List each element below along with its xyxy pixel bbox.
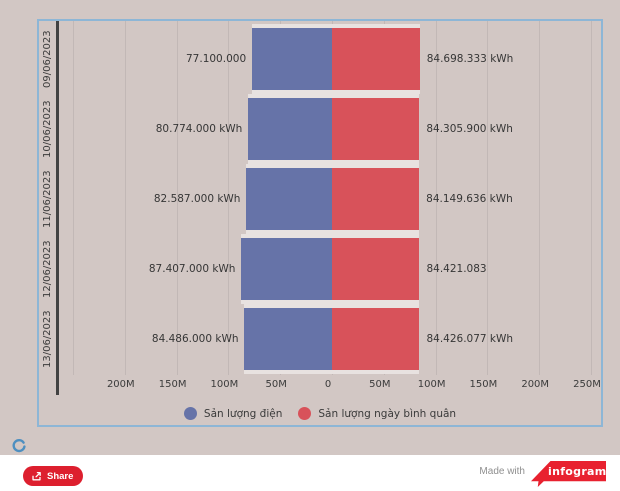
infogram-logo[interactable]: infogram	[531, 461, 606, 487]
bar-san-luong-ngay-binh-quan[interactable]	[332, 164, 420, 234]
share-icon	[32, 471, 41, 480]
legend: Sản lượng điện Sản lượng ngày bình quân	[39, 405, 601, 422]
legend-item[interactable]: Sản lượng điện	[183, 407, 283, 420]
plot-area: 09/06/2023 77.100.000 84.698.333 kWh 10/06/…	[39, 21, 601, 425]
refresh-icon[interactable]	[11, 438, 27, 454]
bar-value-label-right: 84.305.900 kWh	[426, 123, 513, 135]
legend-label: Sản lượng ngày bình quân	[318, 407, 457, 420]
infogram-logo-text: infogram	[548, 465, 607, 478]
gridline	[539, 21, 541, 375]
gridline	[176, 21, 178, 375]
gridline	[73, 21, 74, 375]
category-label: 12/06/2023	[42, 240, 53, 298]
bar-san-luong-ngay-binh-quan[interactable]	[332, 24, 420, 94]
share-button[interactable]: Share	[23, 466, 84, 486]
axis-tick-label: 150M	[469, 379, 498, 390]
bar-san-luong-dien[interactable]	[248, 94, 332, 164]
legend-label: Sản lượng điện	[203, 407, 283, 420]
category-label: 13/06/2023	[42, 310, 53, 368]
axis-tick-label: 200M	[106, 379, 135, 390]
chart-frame: 09/06/2023 77.100.000 84.698.333 kWh 10/06/…	[37, 19, 603, 427]
category-label: 10/06/2023	[42, 100, 53, 158]
bar-value-label-right: 84.426.077 kWh	[426, 333, 514, 345]
chart-row: 09/06/2023 77.100.000 84.698.333 kWh	[39, 24, 601, 94]
bar-value-label-right: 84.149.636 kWh	[426, 193, 513, 205]
legend-item[interactable]: Sản lượng ngày bình quân	[298, 407, 456, 420]
bar-san-luong-dien[interactable]	[244, 304, 332, 374]
axis-tick-label: 0	[324, 379, 332, 390]
chart-row: 10/06/2023 80.774.000 kWh 84.305.900 kWh	[39, 94, 601, 164]
footer-bar: Share Made with infogram	[0, 455, 620, 491]
axis-tick-label: 150M	[158, 379, 187, 390]
bar-san-luong-dien[interactable]	[241, 234, 332, 304]
bar-value-label-left: 82.587.000 kWh	[153, 193, 241, 205]
legend-swatch-icon	[183, 407, 197, 420]
gridline	[591, 21, 592, 375]
axis-tick-label: 50M	[369, 379, 391, 390]
gridline	[228, 21, 230, 375]
made-with-label: Made with	[479, 466, 525, 477]
gridline	[487, 21, 489, 375]
bar-san-luong-dien[interactable]	[246, 164, 332, 234]
chart-row: 12/06/2023 87.407.000 kWh 84.421.083	[39, 234, 601, 304]
bar-san-luong-ngay-binh-quan[interactable]	[332, 304, 420, 374]
made-with: Made with infogram	[479, 461, 606, 487]
bar-san-luong-ngay-binh-quan[interactable]	[332, 94, 420, 164]
category-label: 11/06/2023	[42, 170, 53, 228]
gridline	[124, 21, 126, 375]
axis-tick-label: 250M	[573, 379, 601, 390]
bar-value-label-left: 84.486.000 kWh	[151, 333, 239, 345]
chart-row: 11/06/2023 82.587.000 kWh 84.149.636 kWh	[39, 164, 601, 234]
bar-value-label-left: 80.774.000 kWh	[155, 123, 243, 135]
legend-swatch-icon	[298, 407, 312, 420]
bar-value-label-left: 77.100.000	[186, 53, 247, 65]
bar-san-luong-dien[interactable]	[252, 24, 332, 94]
chart-row: 13/06/2023 84.486.000 kWh 84.426.077 kWh	[39, 304, 601, 374]
gridline	[435, 21, 437, 375]
bar-value-label-left: 87.407.000 kWh	[148, 263, 236, 275]
axis-tick-label: 50M	[265, 379, 287, 390]
axis-tick-label: 100M	[417, 379, 446, 390]
bar-value-label-right: 84.698.333 kWh	[426, 53, 514, 65]
bar-san-luong-ngay-binh-quan[interactable]	[332, 234, 420, 304]
x-axis: 200M 150M 100M 50M 0 50M 100M 150M 200M 250M	[39, 377, 601, 393]
bar-value-label-right: 84.421.083	[426, 263, 487, 275]
axis-tick-label: 200M	[521, 379, 550, 390]
share-button-label: Share	[47, 470, 74, 482]
y-axis-line	[56, 21, 59, 395]
category-label: 09/06/2023	[42, 30, 53, 88]
axis-tick-label: 100M	[210, 379, 239, 390]
